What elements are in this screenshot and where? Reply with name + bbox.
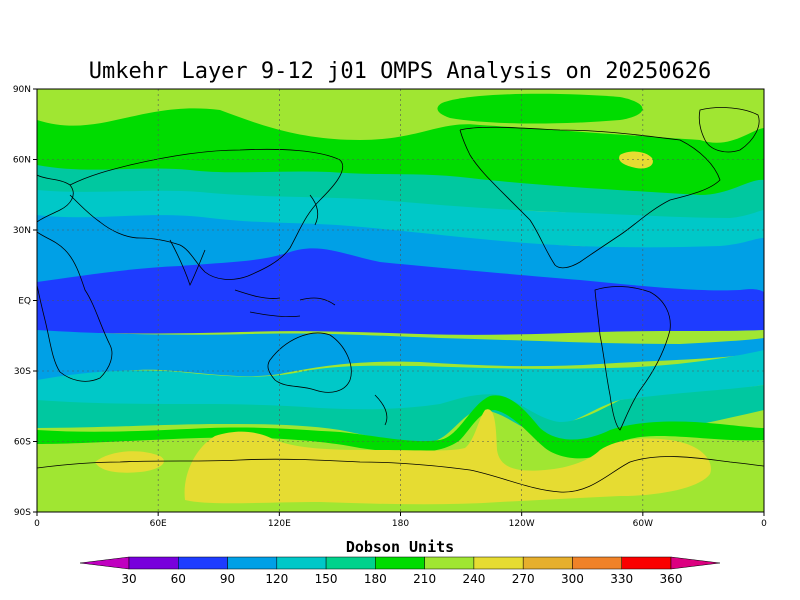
lat-tick-label: 90S: [14, 508, 31, 518]
colorbar-label: 60: [171, 572, 186, 586]
lon-tick-label: 0: [34, 519, 40, 529]
colorbar-label: 330: [610, 572, 633, 586]
map-title: Umkehr Layer 9-12 j01 OMPS Analysis on 2…: [89, 59, 712, 84]
colorbar-label: 360: [660, 572, 683, 586]
band-eq-blue: [37, 248, 764, 335]
lat-tick-label: 60S: [14, 438, 31, 448]
colorbar-swatch: [325, 556, 376, 570]
colorbar-swatch: [572, 556, 622, 570]
colorbar-swatch: [375, 556, 425, 570]
colorbar-swatch: [128, 556, 179, 570]
colorbar-swatch: [670, 556, 721, 570]
band-sh-teal: [37, 385, 764, 449]
lon-tick-label: 120W: [509, 519, 535, 529]
colorbar-label: 120: [265, 572, 288, 586]
colorbar-swatch: [276, 556, 327, 570]
map-grid: [37, 89, 764, 512]
lon-tick-label: 60E: [150, 519, 167, 529]
colorbar-label: 150: [315, 572, 338, 586]
ozone-field: [37, 89, 764, 512]
lat-tick-label: 30N: [13, 226, 31, 236]
band-arctic-green: [437, 93, 643, 124]
colorbar-label: 240: [462, 572, 485, 586]
lon-tick-label: 180: [392, 519, 409, 529]
colorbar-label: 90: [220, 572, 235, 586]
lat-tick-label: 30S: [14, 367, 31, 377]
lat-axis: 90N 60N 30N EQ 30S 60S 90S: [13, 85, 37, 518]
colorbar-swatch: [79, 556, 130, 570]
colorbar-label: 300: [561, 572, 584, 586]
colorbar-swatch: [522, 556, 573, 570]
coastlines: [37, 107, 764, 493]
lon-tick-label: 60W: [633, 519, 653, 529]
lon-tick-label: 0: [761, 519, 767, 529]
lat-tick-label: 60N: [13, 156, 31, 166]
lon-axis: 0 60E 120E 180 120W 60W 0: [34, 512, 767, 529]
band-sh-lightblue: [37, 330, 764, 384]
colorbar-swatch: [424, 556, 475, 570]
band-sh-yellow-main: [184, 409, 711, 505]
colorbar: 30 60 90 120 150 180 210 240 270 300 330 360: [79, 556, 721, 586]
colorbar-label: 270: [512, 572, 535, 586]
lon-tick-label: 120E: [268, 519, 291, 529]
colorbar-swatch: [227, 556, 278, 570]
colorbar-swatch: [621, 556, 672, 570]
colorbar-swatch: [178, 556, 228, 570]
colorbar-label: 210: [413, 572, 436, 586]
band-sh-green: [37, 395, 764, 459]
colorbar-title: Dobson Units: [346, 538, 454, 556]
colorbar-label: 30: [121, 572, 136, 586]
band-nh-yellow: [619, 151, 653, 169]
lat-tick-label: EQ: [18, 297, 31, 307]
colorbar-label: 180: [364, 572, 387, 586]
lat-tick-label: 90N: [13, 85, 31, 95]
colorbar-swatch: [473, 556, 524, 570]
